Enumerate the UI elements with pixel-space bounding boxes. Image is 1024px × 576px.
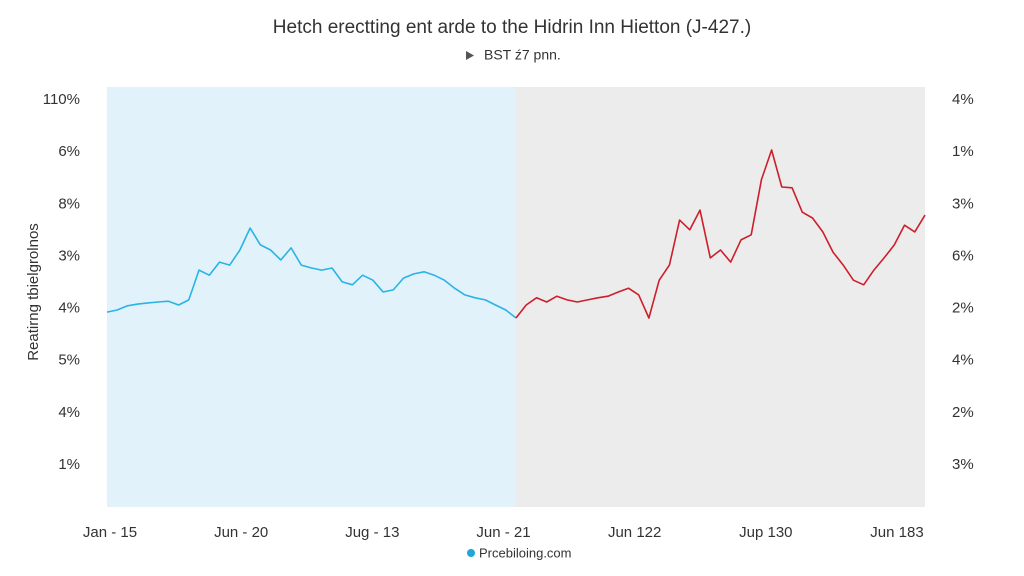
chart-title: Hetch erectting ent arde to the Hidrin I…	[273, 17, 751, 38]
y2-tick-label: 4%	[952, 91, 974, 108]
y2-tick-label: 3%	[952, 195, 974, 212]
x-tick-label: Jan - 15	[83, 524, 137, 541]
x-tick-label: Jup 130	[739, 524, 792, 541]
series-line	[515, 149, 926, 319]
y2-tick-label: 4%	[952, 352, 974, 369]
y-tick-label: 110%	[43, 91, 80, 108]
y-tick-label: 8%	[58, 195, 80, 212]
x-tick-label: Jun - 21	[476, 524, 530, 541]
x-tick-label: Jun - 20	[214, 524, 268, 541]
legend-marker	[467, 549, 475, 557]
series-background	[516, 87, 925, 507]
legend-label: Prcebiloing.com	[479, 545, 572, 560]
y2-tick-label: 6%	[952, 247, 974, 264]
x-tick-label: Jun 183	[870, 524, 923, 541]
subtitle-icon	[466, 51, 474, 60]
series-background	[107, 87, 516, 507]
series-line	[106, 227, 517, 319]
y-tick-label: 4%	[58, 404, 80, 421]
x-tick-label: Jun 122	[608, 524, 661, 541]
y2-tick-label: 1%	[952, 143, 974, 160]
y-tick-label: 1%	[58, 456, 80, 473]
y2-tick-label: 3%	[952, 456, 974, 473]
y-tick-label: 4%	[58, 300, 80, 317]
y2-tick-label: 2%	[952, 404, 974, 421]
y2-tick-label: 2%	[952, 300, 974, 317]
y-tick-label: 5%	[58, 352, 80, 369]
chart-subtitle: BST ź7 pnn.	[484, 47, 561, 63]
y-tick-label: 6%	[58, 143, 80, 160]
x-tick-label: Jug - 13	[345, 524, 399, 541]
y-tick-label: 3%	[58, 247, 80, 264]
y-axis-title: Reatirng tbielgrolnos	[25, 223, 42, 361]
